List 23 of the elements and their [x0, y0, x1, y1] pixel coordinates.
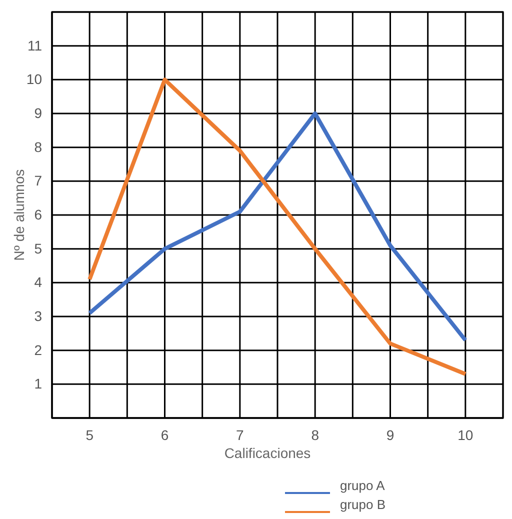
x-axis-title: Calificaciones [224, 445, 311, 461]
line-series [88, 112, 468, 342]
legend-label: grupo B [340, 497, 386, 512]
line-series [88, 78, 468, 376]
y-tick-label: 4 [34, 274, 42, 290]
x-tick-label: 9 [386, 426, 394, 443]
y-tick-label: 8 [34, 138, 42, 155]
x-tick-label: 7 [236, 426, 244, 443]
y-tick-label: 11 [27, 37, 42, 54]
y-tick-label: 5 [34, 240, 42, 256]
x-tick-label: 6 [160, 426, 169, 443]
y-tick-label: 7 [34, 172, 42, 189]
y-axis-title: Nº de alumnos [11, 169, 27, 261]
x-tick-label: 10 [458, 426, 474, 443]
y-tick-label: 1 [34, 376, 42, 392]
y-tick-label: 6 [34, 206, 42, 222]
y-tick-label: 9 [34, 104, 42, 121]
x-tick-label: 5 [86, 426, 94, 443]
y-tick-label: 3 [34, 308, 42, 324]
legend-label: grupo A [340, 478, 386, 493]
x-tick-label: 8 [311, 426, 320, 443]
y-tick-label: 10 [26, 71, 42, 88]
y-tick-label: 2 [34, 342, 42, 358]
